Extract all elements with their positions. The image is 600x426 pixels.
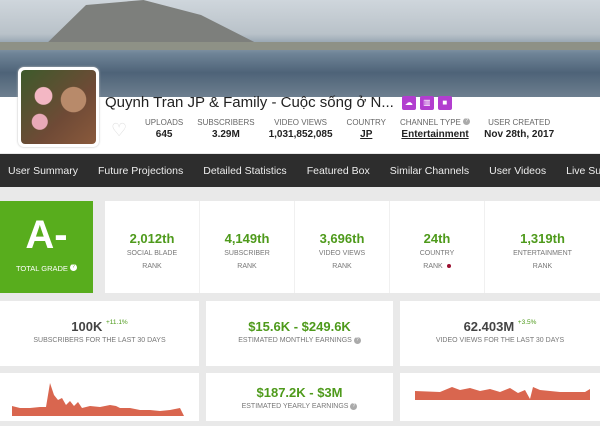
video-camera-icon[interactable]: ■ [437,95,452,110]
channel-type-link[interactable]: Entertainment [401,129,469,140]
tab-detailed-statistics[interactable]: Detailed Statistics [203,164,287,177]
channel-header [0,97,600,153]
views-sparkline-card [400,373,600,421]
tab-user-videos[interactable]: User Videos [489,164,547,177]
help-icon[interactable]: ? [463,118,471,125]
rank-country: 24th COUNTRY RANK [390,201,485,293]
tab-live-subscriber[interactable]: Live Subscriber [566,164,600,177]
rank-entertainment: 1,319th ENTERTAINMENT RANK [513,231,572,270]
tab-future-projections[interactable]: Future Projections [98,164,184,177]
total-grade: A- TOTAL GRADE ? [0,201,93,293]
tab-similar-channels[interactable]: Similar Channels [389,164,470,177]
views-30-days-card: 62.403M +3.5% VIDEO VIEWS FOR THE LAST 3… [400,301,600,366]
views-sparkline [415,387,590,400]
rank-subscriber: 4,149th SUBSCRIBER RANK [200,201,295,293]
yearly-earnings-card: $187.2K - $3M ESTIMATED YEARLY EARNINGS … [206,373,393,421]
stat-country: COUNTRY JP [346,118,386,140]
tab-user-summary[interactable]: User Summary [8,164,79,177]
chart-icon[interactable]: ▥ [419,95,434,110]
help-icon[interactable]: ? [70,264,78,271]
tab-featured-box[interactable]: Featured Box [306,164,370,177]
subs-30-days-card: 100K +11.1% SUBSCRIBERS FOR THE LAST 30 … [0,301,199,366]
stat-video-views: VIDEO VIEWS 1,031,852,085 [268,118,333,140]
help-icon[interactable]: ? [353,337,361,344]
channel-stats: UPLOADS 645 SUBSCRIBERS 3.29M VIDEO VIEWS 1… [145,118,554,140]
heart-icon[interactable]: ♡ [111,120,128,140]
help-icon[interactable]: ? [350,403,358,410]
grade-value: A- [25,213,68,257]
stat-channel-type: CHANNEL TYPE ? Entertainment [399,118,471,140]
nav-bar: User Summary Future Projections Detailed… [0,154,600,187]
upload-cloud-icon[interactable]: ☁ [401,95,416,110]
subscribers-sparkline [12,383,184,416]
country-link[interactable]: JP [360,129,373,140]
avatar [18,67,99,147]
subs-sparkline-card [0,373,199,421]
channel-banner [0,0,600,97]
monthly-earnings-card: $15.6K - $249.6K ESTIMATED MONTHLY EARNI… [206,301,393,366]
ranks-card: 2,012th SOCIAL BLADE RANK 4,149th SUBSCRIBE… [105,201,600,293]
stat-user-created: USER CREATED Nov 28th, 2017 [484,118,555,140]
rank-video-views: 3,696th VIDEO VIEWS RANK [295,201,390,293]
channel-title-row: Quynh Tran JP & Family - Cuộc sống ở N..… [105,94,452,111]
stat-subscribers: SUBSCRIBERS 3.29M [197,118,255,140]
stat-uploads: UPLOADS 645 [145,118,184,140]
rank-social-blade: 2,012th SOCIAL BLADE RANK [105,201,200,293]
japan-flag-icon [446,264,451,269]
channel-name: Quynh Tran JP & Family - Cuộc sống ở N..… [105,94,394,111]
